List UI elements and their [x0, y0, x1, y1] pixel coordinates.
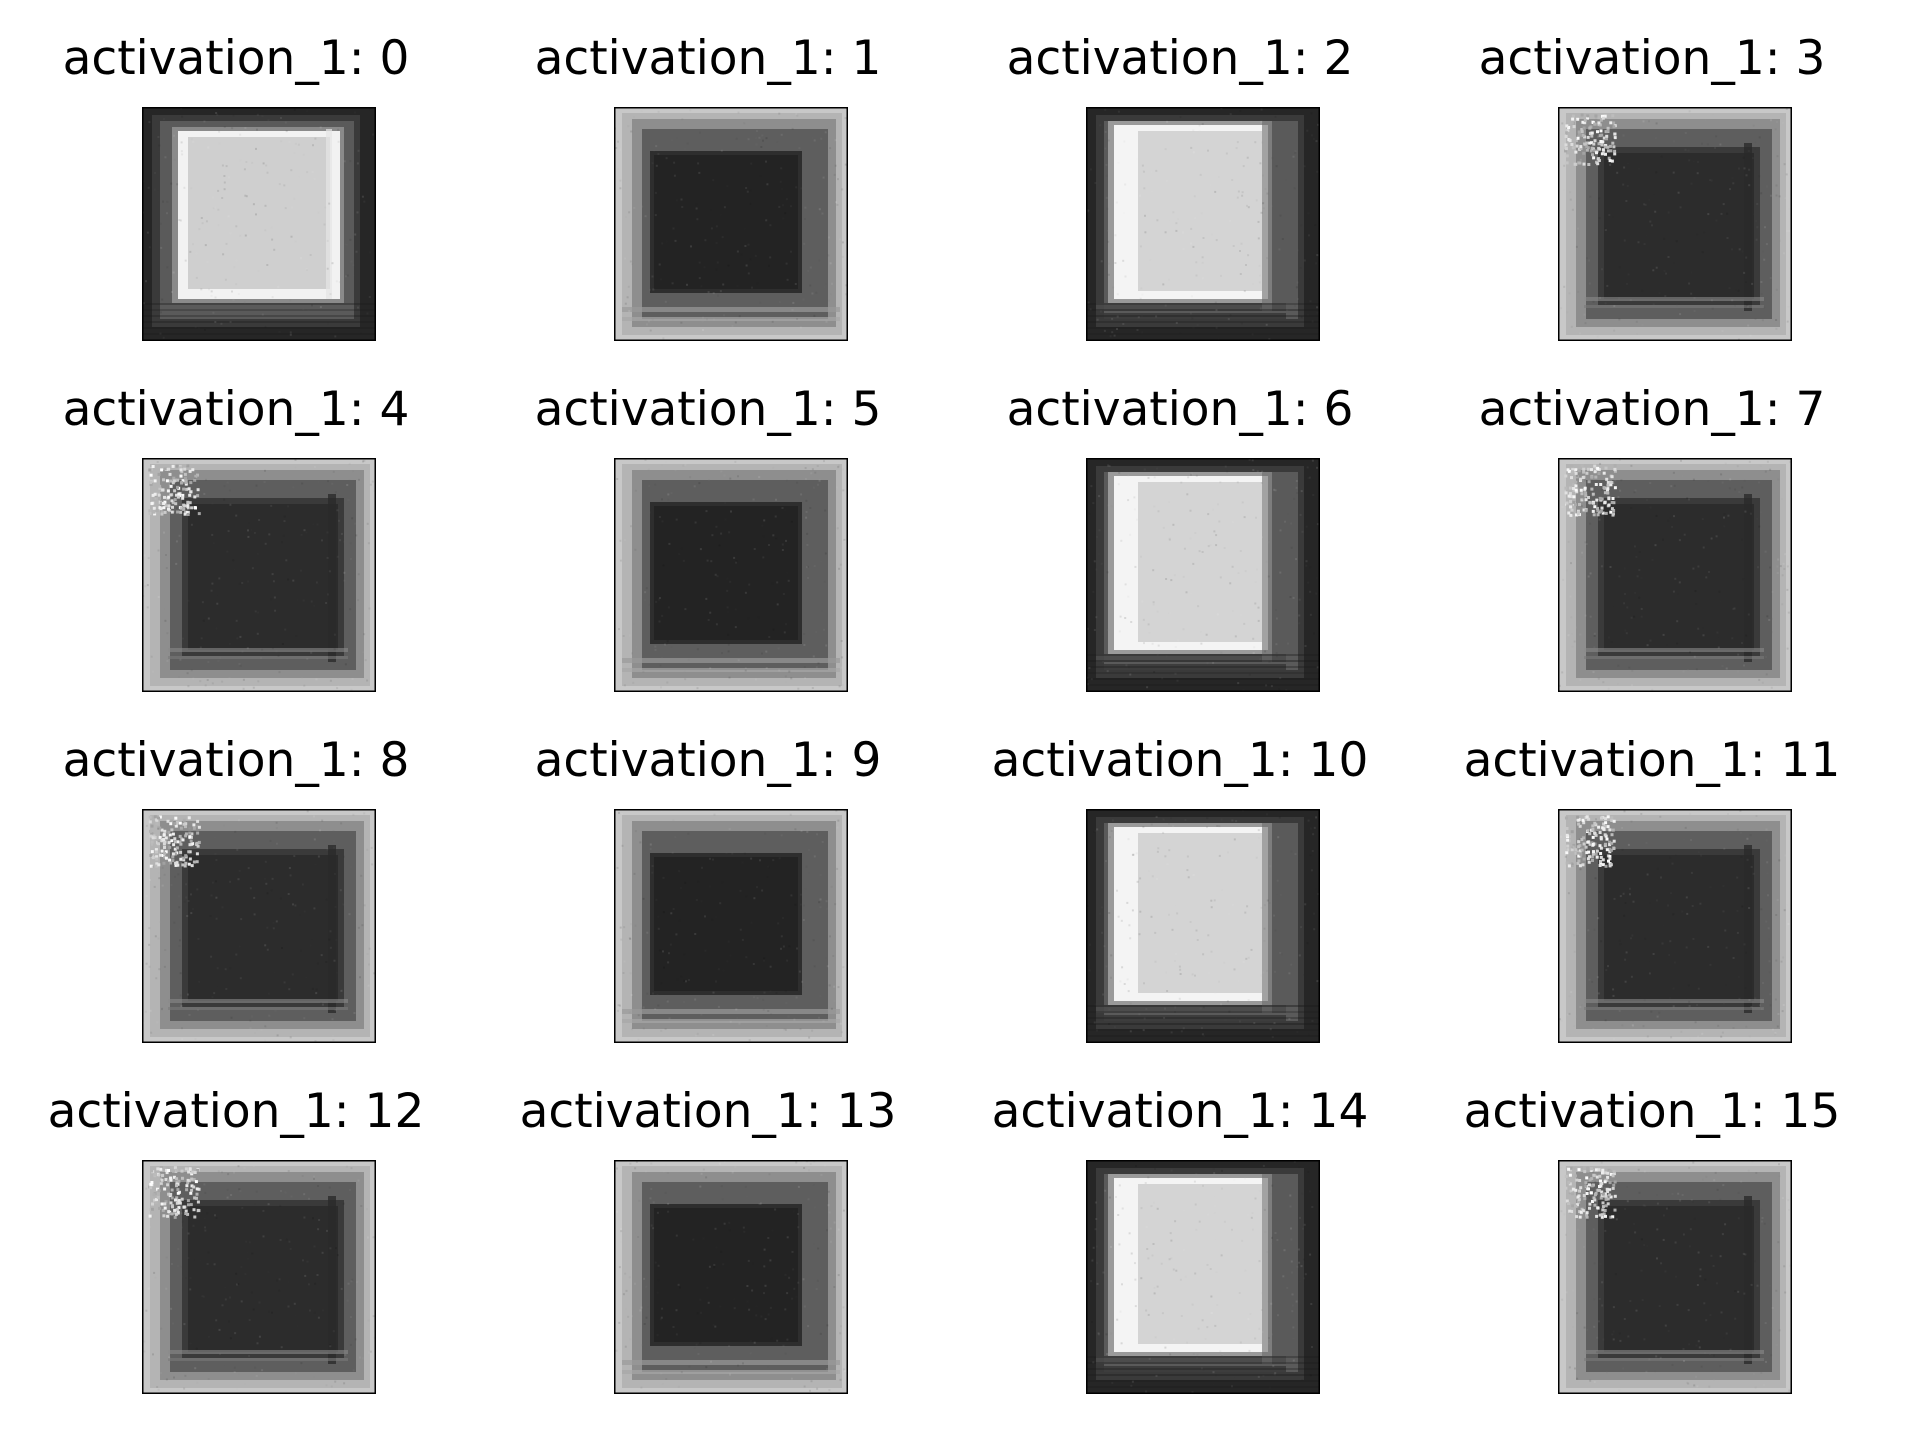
activation-map-image [142, 458, 376, 692]
activation-map-image [1558, 1160, 1792, 1394]
activation-map-image [142, 107, 376, 341]
activation-panel: activation_1: 13 [472, 1053, 944, 1394]
activation-map-image [142, 809, 376, 1043]
activation-panel: activation_1: 5 [472, 351, 944, 692]
activation-panel: activation_1: 15 [1416, 1053, 1888, 1394]
panel-title: activation_1: 8 [62, 733, 410, 788]
panel-title: activation_1: 15 [1463, 1084, 1841, 1139]
activation-map-image [614, 809, 848, 1043]
panel-title: activation_1: 10 [991, 733, 1369, 788]
panel-title: activation_1: 14 [991, 1084, 1369, 1139]
panel-title: activation_1: 0 [62, 31, 410, 86]
panel-title: activation_1: 2 [1006, 31, 1354, 86]
activation-map-image [614, 458, 848, 692]
activation-map-image [1086, 1160, 1320, 1394]
panel-title: activation_1: 3 [1478, 31, 1826, 86]
activation-panel: activation_1: 11 [1416, 702, 1888, 1043]
panel-title: activation_1: 13 [519, 1084, 897, 1139]
activation-panel: activation_1: 6 [944, 351, 1416, 692]
activation-map-image [1086, 458, 1320, 692]
activation-map-image [1086, 107, 1320, 341]
activation-map-image [1558, 458, 1792, 692]
panel-title: activation_1: 1 [534, 31, 882, 86]
panel-title: activation_1: 9 [534, 733, 882, 788]
panel-title: activation_1: 4 [62, 382, 410, 437]
panel-title: activation_1: 12 [47, 1084, 425, 1139]
activation-panel: activation_1: 4 [0, 351, 472, 692]
activation-map-image [1558, 107, 1792, 341]
activation-panel: activation_1: 3 [1416, 0, 1888, 341]
activation-map-image [1558, 809, 1792, 1043]
activation-panel: activation_1: 1 [472, 0, 944, 341]
activation-panel: activation_1: 12 [0, 1053, 472, 1394]
panel-title: activation_1: 5 [534, 382, 882, 437]
activation-map-image [614, 107, 848, 341]
panel-title: activation_1: 11 [1463, 733, 1841, 788]
activation-panel: activation_1: 9 [472, 702, 944, 1043]
activation-map-image [142, 1160, 376, 1394]
activation-panel: activation_1: 10 [944, 702, 1416, 1043]
panel-title: activation_1: 6 [1006, 382, 1354, 437]
activation-panel: activation_1: 7 [1416, 351, 1888, 692]
activation-map-image [614, 1160, 848, 1394]
activation-map-image [1086, 809, 1320, 1043]
activation-panel: activation_1: 14 [944, 1053, 1416, 1394]
activation-panel: activation_1: 0 [0, 0, 472, 341]
activation-panel: activation_1: 2 [944, 0, 1416, 341]
activation-panel: activation_1: 8 [0, 702, 472, 1043]
panel-title: activation_1: 7 [1478, 382, 1826, 437]
